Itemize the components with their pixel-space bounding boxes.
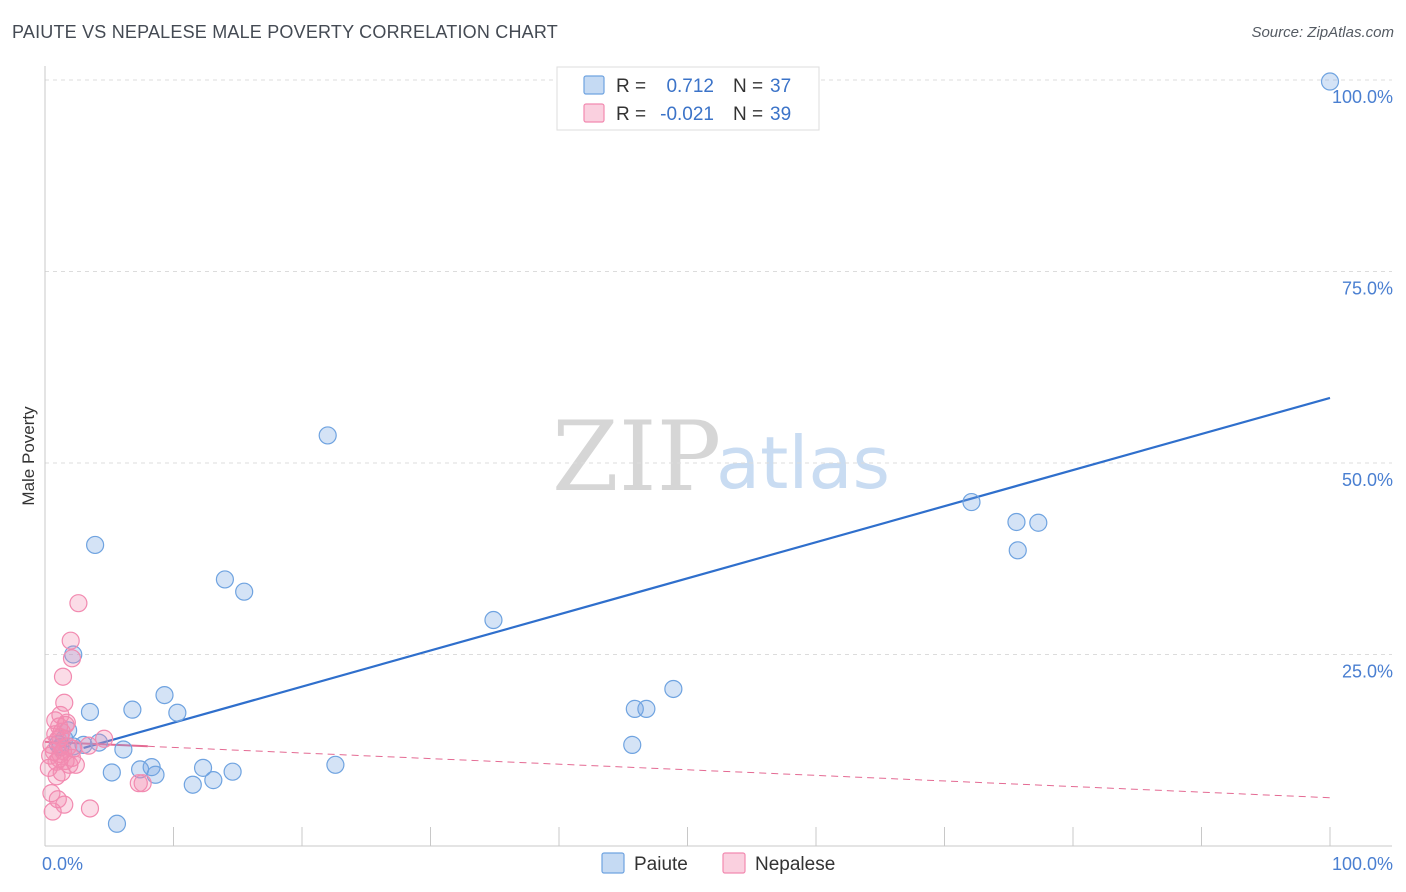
point-nepalese-19 <box>53 667 73 686</box>
point-paiute-30 <box>637 699 656 718</box>
trend-line-paiute <box>83 396 1331 750</box>
point-paiute-26 <box>326 755 345 774</box>
y-tick-label-3: 100.0% <box>1332 87 1393 107</box>
point-paiute-11 <box>107 814 127 833</box>
point-paiute-21 <box>204 771 223 790</box>
point-paiute-24 <box>235 582 254 601</box>
point-nepalese-32 <box>69 594 88 613</box>
point-nepalese-21 <box>55 795 74 814</box>
y-tick-labels: 25.0% 50.0% 75.0% 100.0% <box>1332 87 1393 682</box>
point-paiute-12 <box>114 740 133 759</box>
point-paiute-16 <box>146 765 165 784</box>
point-paiute-10 <box>102 763 121 782</box>
point-nepalese-16 <box>52 763 71 782</box>
point-paiute-33 <box>1007 512 1026 532</box>
point-nepalese-36 <box>129 774 148 793</box>
legend-r-value-nepalese: -0.021 <box>660 104 714 125</box>
point-paiute-36 <box>1320 72 1340 91</box>
legend-n-label-nepalese: N = <box>733 104 763 125</box>
legend-r-label-nepalese: R = <box>616 104 646 125</box>
y-tick-label-0: 25.0% <box>1342 662 1393 682</box>
legend-swatch-nepalese <box>583 103 605 123</box>
point-nepalese-35 <box>95 729 114 748</box>
point-nepalese-31 <box>66 755 85 774</box>
point-paiute-7 <box>80 702 100 722</box>
point-nepalese-28 <box>62 649 82 668</box>
point-nepalese-20 <box>55 693 74 712</box>
correlation-legend: R = 0.712 N = 37 R = -0.021 N = 39 <box>556 66 820 131</box>
point-paiute-31 <box>664 679 683 699</box>
point-nepalese-38 <box>51 728 70 747</box>
point-paiute-32 <box>962 492 981 512</box>
point-paiute-27 <box>484 610 503 630</box>
x-tick-labels: 0.0% 100.0% <box>42 854 1393 874</box>
y-tick-label-1: 50.0% <box>1342 470 1393 490</box>
gridlines <box>45 79 1392 655</box>
point-paiute-8 <box>86 535 105 555</box>
trend-line-dashed-nepalese <box>147 745 1331 799</box>
point-paiute-19 <box>183 775 202 794</box>
y-axis-label: Male Poverty <box>19 406 38 506</box>
point-paiute-35 <box>1029 513 1048 532</box>
point-paiute-13 <box>123 700 142 719</box>
point-paiute-28 <box>623 735 642 754</box>
point-paiute-6 <box>74 735 93 754</box>
legend-r-label-paiute: R = <box>616 76 646 97</box>
watermark-zip: ZIP <box>552 401 721 513</box>
point-nepalese-27 <box>61 631 80 650</box>
point-paiute-20 <box>193 758 213 777</box>
point-nepalese-37 <box>133 774 152 793</box>
point-paiute-34 <box>1008 541 1027 560</box>
y-tick-label-2: 75.0% <box>1342 279 1393 299</box>
watermark: ZIP atlas <box>552 401 890 513</box>
legend-n-value-paiute: 37 <box>770 76 791 97</box>
chart-source: Source: ZipAtlas.com <box>1251 24 1394 41</box>
point-nepalese-34 <box>80 799 100 818</box>
series-legend: Paiute Nepalese <box>601 852 835 875</box>
x-tick-label-1: 100.0% <box>1332 854 1393 874</box>
point-paiute-23 <box>223 762 242 781</box>
point-paiute-25 <box>318 426 337 445</box>
x-tick-label-0: 0.0% <box>42 854 83 874</box>
point-paiute-22 <box>215 570 234 589</box>
legend-swatch-paiute <box>583 75 605 95</box>
point-paiute-17 <box>155 685 174 705</box>
legend-n-value-nepalese: 39 <box>770 104 791 125</box>
axes <box>44 66 1392 847</box>
point-paiute-18 <box>168 703 187 722</box>
legend-n-label-paiute: N = <box>733 76 763 97</box>
legend-r-value-paiute: 0.712 <box>666 76 714 97</box>
series-legend-label-paiute: Paiute <box>634 854 688 875</box>
chart-title: PAIUTE VS NEPALESE MALE POVERTY CORRELAT… <box>12 22 558 42</box>
series-legend-swatch-nepalese <box>722 852 746 874</box>
series-legend-swatch-paiute <box>601 852 625 874</box>
point-nepalese-33 <box>79 736 98 755</box>
series-legend-label-nepalese: Nepalese <box>755 854 835 875</box>
data-points <box>39 72 1340 833</box>
